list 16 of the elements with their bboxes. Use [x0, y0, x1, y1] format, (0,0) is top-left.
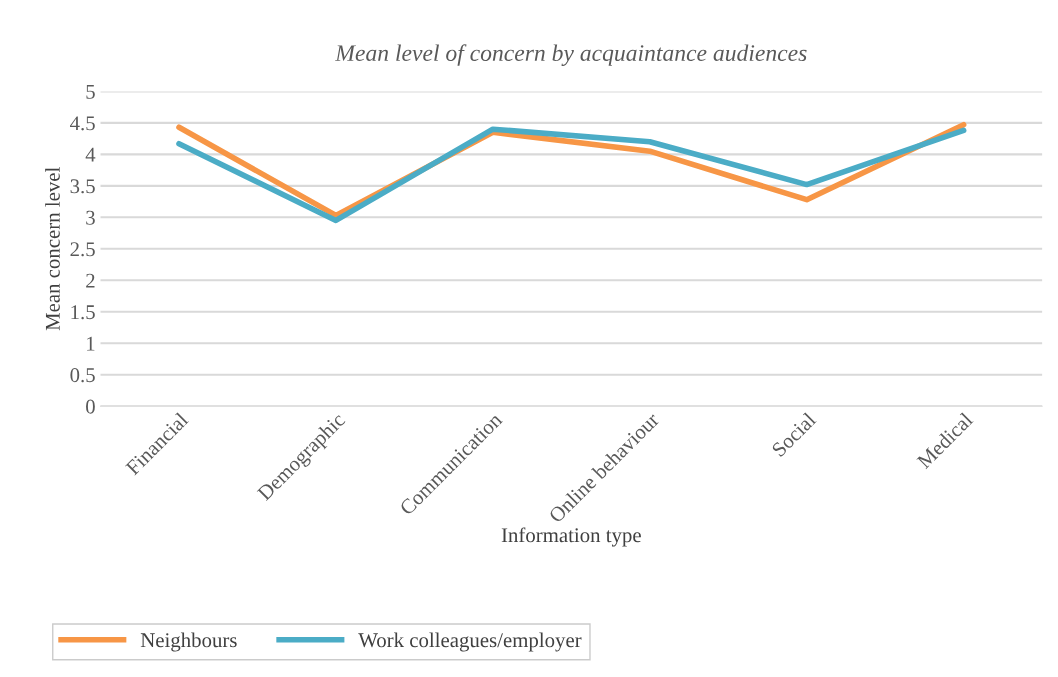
y-tick-label: 3 [86, 210, 95, 225]
y-tick-label: 4.5 [70, 116, 95, 131]
y-tick-label: 5 [86, 84, 95, 99]
y-tick-label: 2 [86, 273, 95, 288]
y-axis-title: Mean concern level [45, 167, 60, 331]
legend-label: Work colleagues/employer [358, 632, 582, 652]
y-tick-label: 3.5 [70, 179, 95, 194]
chart-title: Mean level of concern by acquaintance audiences [335, 44, 807, 66]
y-tick-label: 0.5 [70, 368, 95, 383]
y-tick-label: 0 [86, 399, 95, 414]
y-tick-label: 4 [85, 147, 96, 162]
y-tick-label: 2.5 [70, 242, 95, 257]
y-tick-label: 1.5 [71, 305, 95, 320]
x-axis-title: Information type [501, 527, 641, 547]
y-tick-label: 1 [87, 336, 95, 351]
legend-label: Neighbours [140, 632, 237, 652]
